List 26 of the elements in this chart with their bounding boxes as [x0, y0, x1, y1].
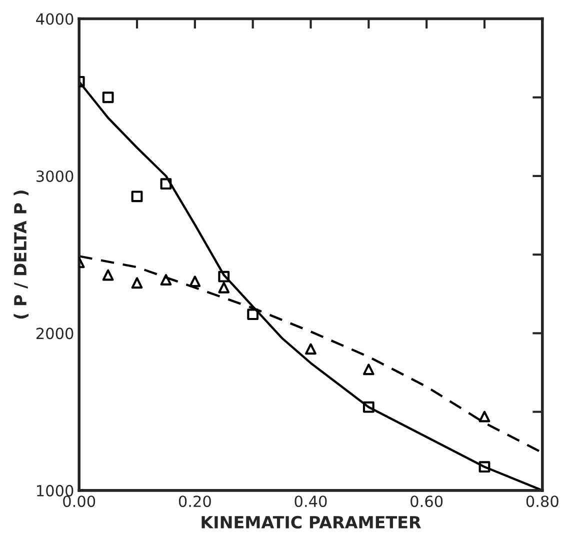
x-tick-label: 0.20 [178, 496, 211, 508]
point [478, 461, 490, 473]
point [305, 343, 316, 355]
point [218, 270, 230, 282]
y-tick-label: 1000 [37, 484, 74, 496]
point [160, 274, 172, 286]
point [218, 282, 230, 294]
y-tick-label: 4000 [36, 13, 74, 25]
x-tick-label: 0.40 [294, 496, 327, 508]
point [247, 308, 259, 320]
point [102, 92, 114, 104]
point [102, 269, 114, 281]
x-tick-label: 0.00 [63, 496, 96, 508]
point [362, 364, 374, 376]
point [478, 410, 490, 422]
y-tick-label: 2000 [36, 328, 74, 340]
point [131, 190, 143, 202]
x-tick-label: 0.80 [526, 496, 558, 508]
x-axis-title: KINEMATIC PARAMETER [202, 516, 421, 529]
point [160, 178, 172, 190]
y-tick-label: 3000 [36, 170, 74, 182]
y-axis-title: ( P / DELTA P ) [14, 190, 29, 319]
point [362, 401, 374, 413]
point [189, 276, 201, 288]
x-tick-label: 0.60 [410, 496, 443, 508]
point [131, 277, 143, 289]
